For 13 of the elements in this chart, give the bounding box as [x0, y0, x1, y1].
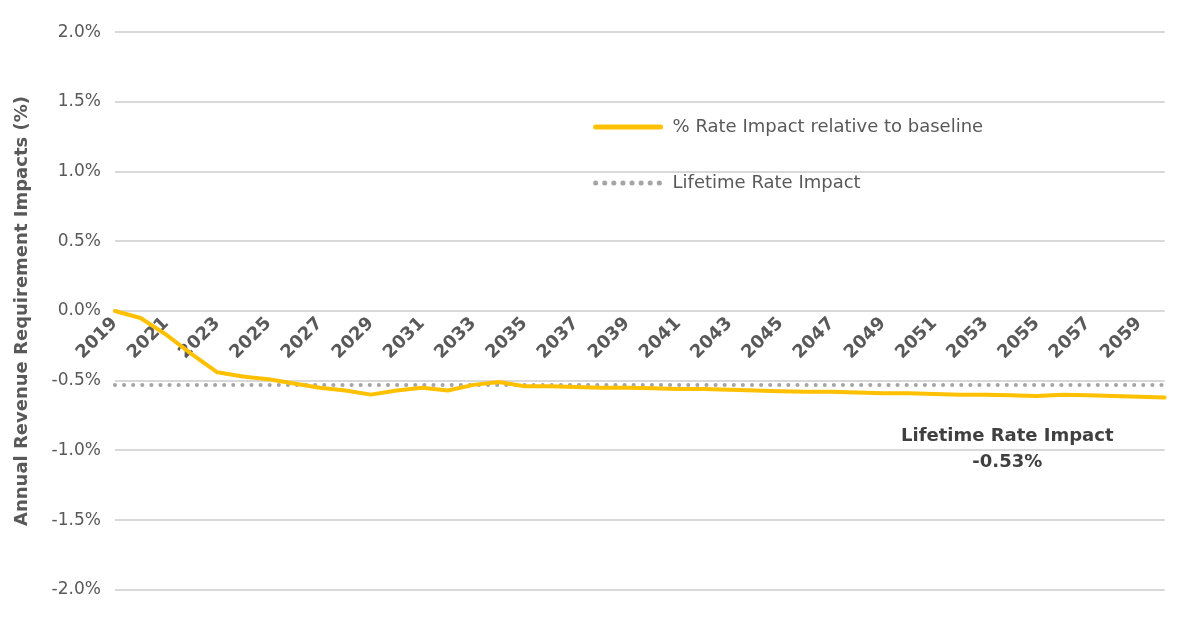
annotation: Lifetime Rate Impact -0.53%: [900, 424, 1114, 472]
y-tick-label: 1.5%: [57, 90, 101, 111]
y-tick-label: -2.0%: [51, 578, 101, 599]
legend-label: % Rate Impact relative to baseline: [672, 114, 984, 136]
y-tick-label: -1.5%: [51, 508, 101, 529]
y-tick-label: 1.0%: [57, 160, 101, 181]
y-tick-label: -1.0%: [51, 438, 101, 459]
y-tick-label: 0.0%: [57, 299, 101, 320]
y-axis-title: Annual Revenue Requirement Impacts (%): [10, 96, 32, 526]
y-tick-label: -0.5%: [51, 369, 101, 390]
y-tick-label: 0.5%: [57, 229, 101, 250]
y-tick-label: 2.0%: [57, 20, 101, 41]
legend-label: Lifetime Rate Impact: [672, 170, 861, 192]
